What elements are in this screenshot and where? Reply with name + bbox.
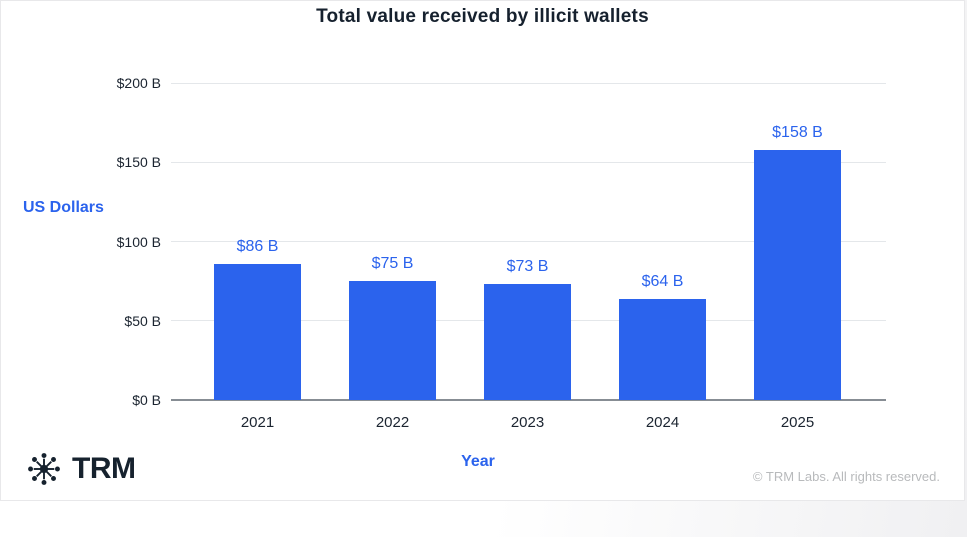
trm-logo: TRM	[25, 450, 136, 488]
x-tick-label: 2021	[240, 414, 275, 431]
bar-2024	[619, 299, 706, 400]
copyright-text: © TRM Labs. All rights reserved.	[752, 469, 940, 484]
y-tick-label: $0 B	[132, 392, 161, 408]
bar-value-label: $73 B	[506, 258, 549, 275]
bar-value-label: $64 B	[641, 273, 684, 290]
bar-chart-plot-area: $200 B $150 B $100 B $50 B $0 B $86 B 2021 $75 …	[1, 1, 964, 500]
bar-value-label: $75 B	[371, 255, 414, 272]
gridline	[171, 161, 886, 163]
bar-2025	[754, 150, 841, 400]
x-tick-label: 2023	[510, 414, 545, 431]
chart-title: Total value received by illicit wallets	[316, 6, 649, 27]
trm-network-icon	[28, 453, 60, 485]
trm-wordmark: TRM	[72, 452, 136, 485]
x-axis-title: Year	[461, 453, 495, 470]
x-tick-label: 2024	[645, 414, 680, 431]
gridline	[171, 241, 886, 242]
bar-value-label: $86 B	[236, 238, 279, 255]
bar-value-label: $158 B	[772, 124, 823, 141]
bar-2022	[349, 281, 436, 400]
bar-2023	[484, 284, 571, 400]
y-tick-label: $150 B	[116, 154, 161, 171]
x-axis-line	[171, 399, 886, 401]
bar-2021	[214, 264, 301, 400]
x-tick-label: 2022	[375, 414, 410, 431]
chart-card: Total value received by illicit wallets …	[0, 0, 965, 501]
y-axis-title: US Dollars	[23, 199, 104, 216]
gridline	[171, 82, 886, 84]
y-tick-label: $50 B	[124, 312, 161, 329]
y-tick-label: $200 B	[116, 75, 161, 91]
x-tick-label: 2025	[780, 414, 815, 431]
y-tick-label: $100 B	[116, 233, 161, 250]
